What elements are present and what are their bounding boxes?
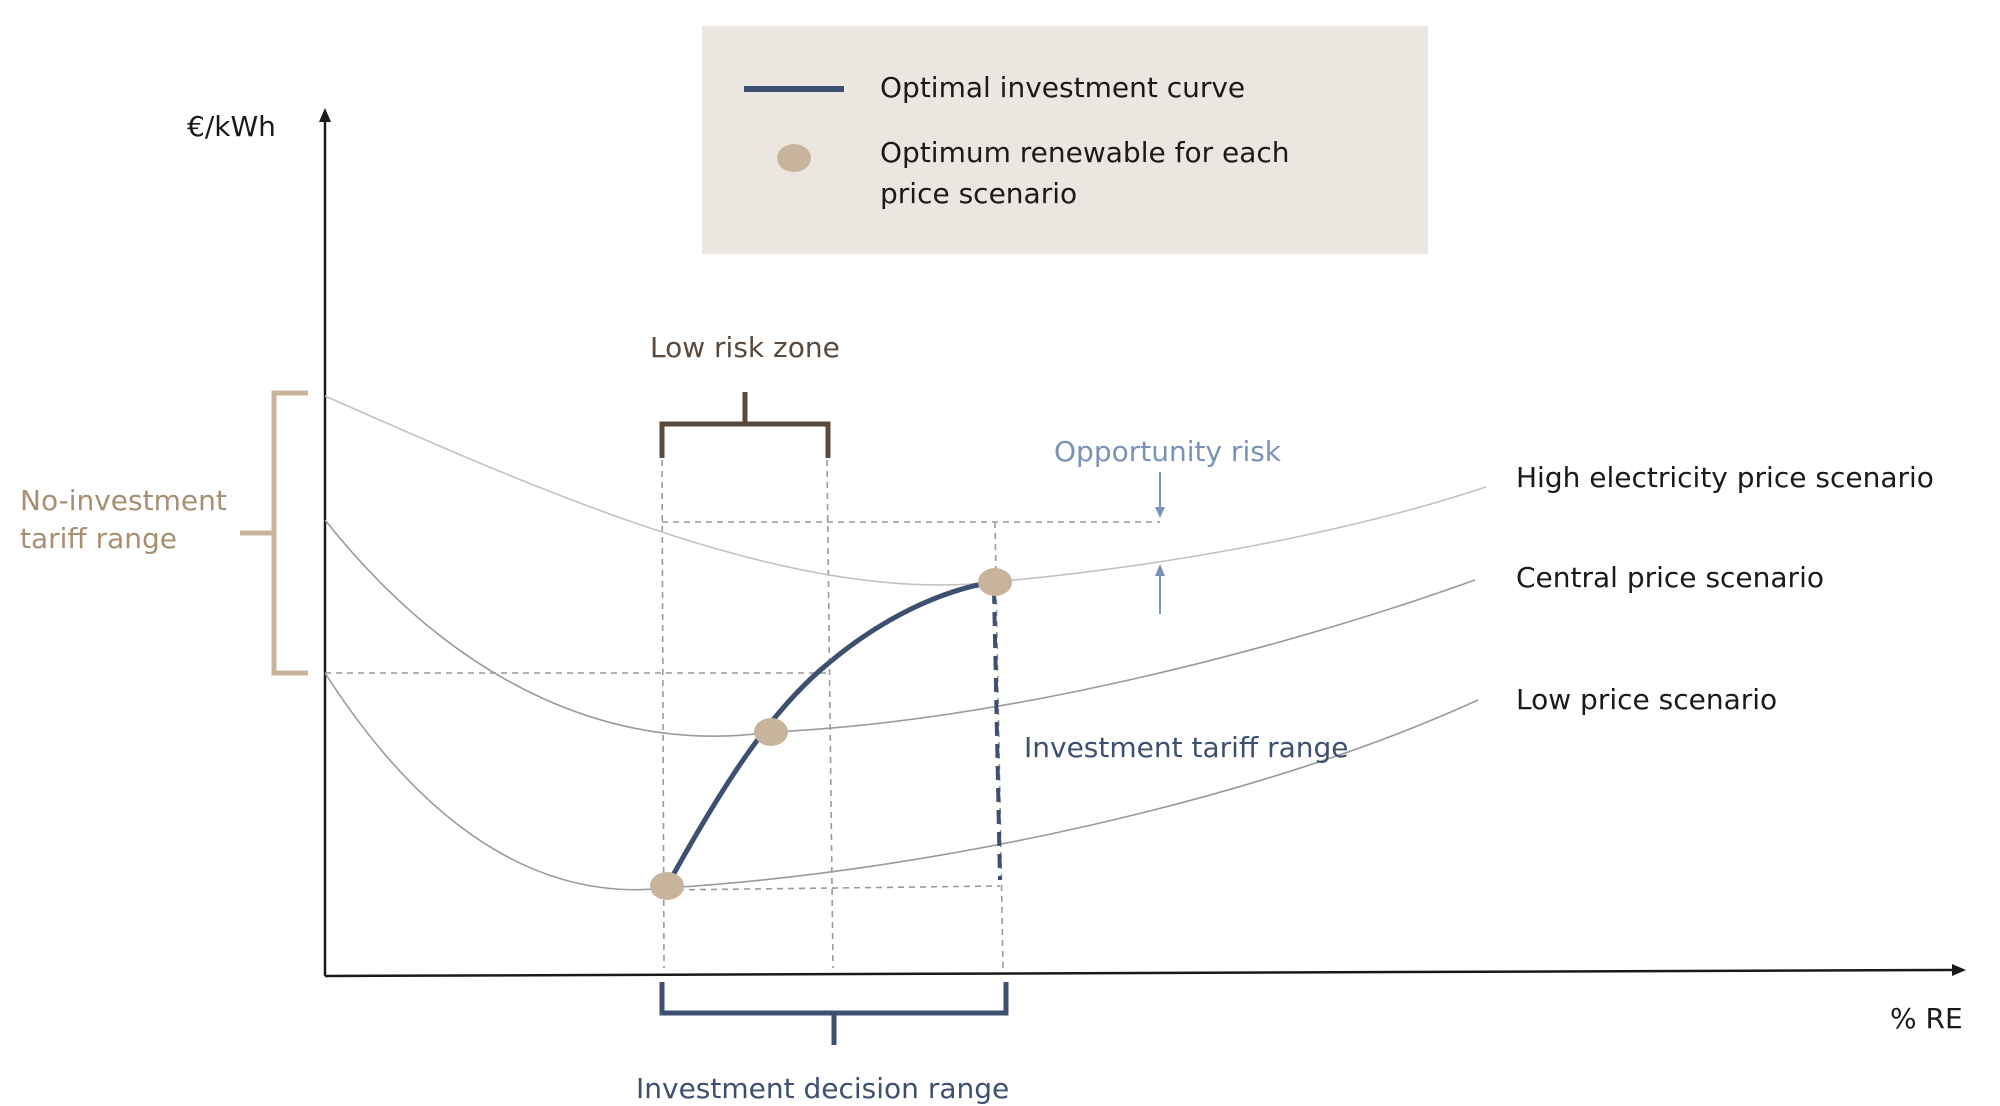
no-investment-label-line1: No-investment [20,484,227,517]
y-axis-label: €/kWh [187,110,276,143]
x-axis [324,968,1955,978]
legend-background [702,26,1428,254]
axes: €/kWh % RE [187,108,1966,1035]
opportunity-risk-arrowhead-up [1155,564,1165,576]
scenario-label-high: High electricity price scenario [1516,461,1934,494]
investment-tariff-range-label: Investment tariff range [1024,731,1349,764]
legend: Optimal investment curve Optimum renewab… [702,26,1428,254]
y-axis-arrowhead [319,108,331,122]
opportunity-risk-arrows [1155,472,1165,614]
optimum-point-high [978,568,1012,596]
scenario-label-low: Low price scenario [1516,683,1777,716]
no-investment-label-line2: tariff range [20,522,177,555]
legend-dot-label-line1: Optimum renewable for each [880,136,1290,169]
x-axis-label: % RE [1890,1002,1963,1035]
legend-dot-swatch [777,144,811,172]
low-risk-bracket [659,392,831,458]
investment-decision-range-label: Investment decision range [636,1072,1009,1105]
opportunity-risk-arrowhead-down [1155,507,1165,518]
legend-curve-label: Optimal investment curve [880,71,1245,104]
opportunity-risk-label: Opportunity risk [1054,435,1282,468]
guide-low-risk-right [826,459,834,969]
central-price-curve [324,519,1476,737]
scenario-curves [324,395,1487,891]
guide-low-optimum-horizontal [666,885,1001,891]
investment-decision-bracket-shape [659,982,1009,1016]
optimum-point-central [754,718,788,746]
optimum-points [650,568,1012,900]
guide-lines [325,459,1160,969]
low-price-curve [324,672,1479,891]
no-investment-bracket [240,390,308,676]
x-axis-arrowhead [1952,964,1966,976]
low-risk-bracket-shape [659,421,831,458]
optimum-point-low [650,872,684,900]
legend-dot-label-line2: price scenario [880,177,1077,210]
no-investment-bracket-shape [271,390,308,676]
high-price-curve [324,395,1487,586]
investment-tariff-range-line [992,589,1002,881]
optimal-investment-curve [664,579,995,888]
scenario-label-central: Central price scenario [1516,561,1824,594]
low-risk-zone-label: Low risk zone [650,331,840,364]
investment-decision-bracket [659,982,1009,1045]
